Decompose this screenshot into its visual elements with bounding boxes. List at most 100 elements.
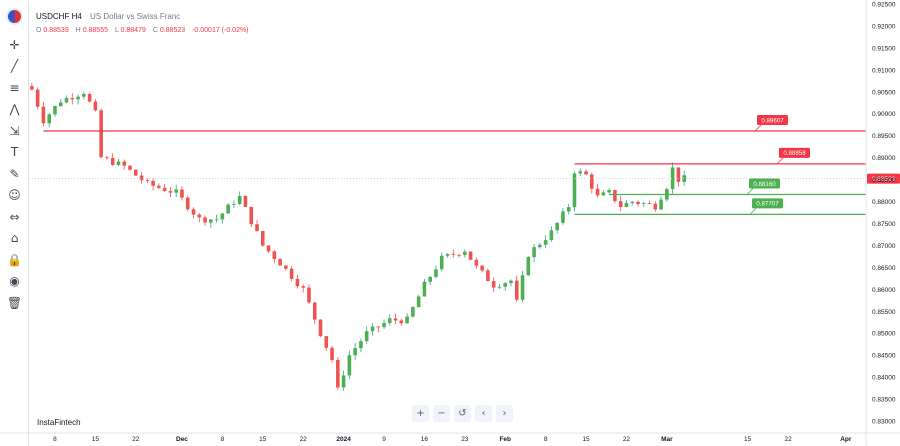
- last-price-badge: [867, 173, 900, 184]
- candle-down: [514, 280, 519, 300]
- candle-down: [491, 281, 496, 288]
- candle-down: [266, 245, 271, 252]
- candle-down: [468, 251, 473, 260]
- y-tick-label: 0.86500: [872, 265, 896, 272]
- candle-up: [578, 171, 583, 174]
- candle-up: [416, 296, 421, 308]
- candle-up: [549, 230, 554, 241]
- candle-up: [428, 276, 432, 282]
- y-tick-label: 0.84000: [872, 375, 896, 382]
- last-price-label: 0.88523: [872, 176, 896, 183]
- candle-up: [347, 355, 352, 376]
- flag-logo-icon[interactable]: [6, 8, 23, 25]
- candle-up: [76, 96, 80, 100]
- zoom-in-button[interactable]: +: [412, 405, 429, 422]
- resistance-tag: [757, 114, 788, 125]
- candle-down: [185, 197, 190, 210]
- candle-down: [676, 167, 681, 182]
- candle-up: [509, 280, 513, 284]
- candle-down: [168, 191, 173, 193]
- text-icon[interactable]: T: [10, 145, 19, 159]
- x-tick-label: 2024: [336, 436, 351, 443]
- candle-down: [284, 265, 288, 269]
- measure-icon[interactable]: ⇔: [9, 209, 20, 224]
- zoom-out-button[interactable]: −: [433, 405, 450, 422]
- candle-down: [613, 190, 617, 202]
- candle-down: [93, 101, 98, 111]
- candle-down: [110, 157, 115, 165]
- candle-down: [30, 86, 34, 90]
- candle-down: [134, 169, 138, 176]
- candle-down: [393, 318, 398, 321]
- candle-down: [41, 106, 46, 124]
- candle-down: [399, 320, 404, 324]
- x-tick-label: 22: [132, 436, 140, 443]
- candle-up: [359, 341, 363, 349]
- x-tick-label: 22: [623, 436, 631, 443]
- candle-up: [387, 318, 392, 323]
- candle-up: [503, 283, 508, 287]
- fib-icon[interactable]: ≡: [9, 80, 20, 95]
- candle-up: [116, 161, 121, 165]
- high-value: 0.88555: [82, 27, 108, 34]
- trendline-icon[interactable]: ╱: [10, 59, 19, 73]
- candle-down: [474, 259, 479, 266]
- candle-down: [272, 251, 277, 260]
- brush-icon[interactable]: ✎: [9, 166, 20, 181]
- candle-down: [590, 174, 594, 189]
- y-tick-label: 0.87500: [872, 221, 896, 228]
- x-tick-label: 15: [259, 436, 267, 443]
- projection-icon[interactable]: ⇲: [9, 123, 20, 138]
- scroll-left-button[interactable]: ‹: [475, 405, 492, 422]
- candle-up: [630, 201, 635, 203]
- high-key: H: [75, 27, 81, 34]
- candle-up: [382, 322, 386, 328]
- candle-up: [434, 269, 438, 277]
- x-tick-label: Feb: [499, 436, 511, 443]
- candle-down: [99, 110, 103, 158]
- pattern-icon[interactable]: ⋀: [9, 102, 20, 116]
- candle-up: [209, 219, 213, 223]
- candle-up: [370, 326, 375, 332]
- candle-up: [566, 207, 571, 212]
- candle-down: [87, 93, 92, 102]
- candle-up: [232, 203, 236, 205]
- x-tick-label: 9: [382, 436, 386, 443]
- lock-icon[interactable]: 🔒: [7, 252, 22, 267]
- candle-up: [174, 189, 178, 193]
- emoji-icon[interactable]: ☺: [8, 188, 21, 202]
- scroll-right-button[interactable]: ›: [496, 405, 513, 422]
- candle-down: [180, 189, 184, 198]
- reset-button[interactable]: ↺: [454, 405, 471, 422]
- y-tick-label: 0.90000: [872, 111, 896, 118]
- candle-up: [561, 211, 565, 223]
- candle-down: [486, 270, 490, 282]
- candle-down: [162, 187, 167, 192]
- price-axis: 0.92500 0.92000 0.91500 0.91000 0.90500 0.900…: [865, 0, 896, 446]
- crosshair-icon[interactable]: ✛: [9, 37, 20, 52]
- timeframe-label[interactable]: H4: [71, 12, 82, 21]
- candle-up: [532, 247, 536, 258]
- y-tick-label: 0.86000: [872, 287, 896, 294]
- candle-up: [543, 240, 548, 245]
- candle-down: [451, 254, 456, 255]
- x-tick-label: 15: [92, 436, 100, 443]
- candle-down: [480, 265, 484, 271]
- candle-down: [376, 326, 381, 328]
- trash-icon[interactable]: 🗑: [6, 295, 23, 310]
- y-tick-label: 0.83000: [872, 419, 896, 426]
- candle-up: [463, 251, 467, 255]
- candles: [30, 83, 686, 391]
- magnet-icon[interactable]: ⌂: [10, 231, 19, 245]
- change-value: -0.00017 (-0.02%): [192, 27, 249, 34]
- eye-icon[interactable]: ◉: [9, 274, 20, 288]
- candle-up: [47, 114, 51, 124]
- y-tick-label: 0.91000: [872, 67, 896, 74]
- candle-up: [341, 375, 346, 388]
- candle-up: [445, 254, 450, 256]
- candle-up: [572, 173, 577, 208]
- x-tick-label: 15: [744, 436, 752, 443]
- open-key: O: [36, 27, 42, 34]
- y-tick-label: 0.83500: [872, 397, 896, 404]
